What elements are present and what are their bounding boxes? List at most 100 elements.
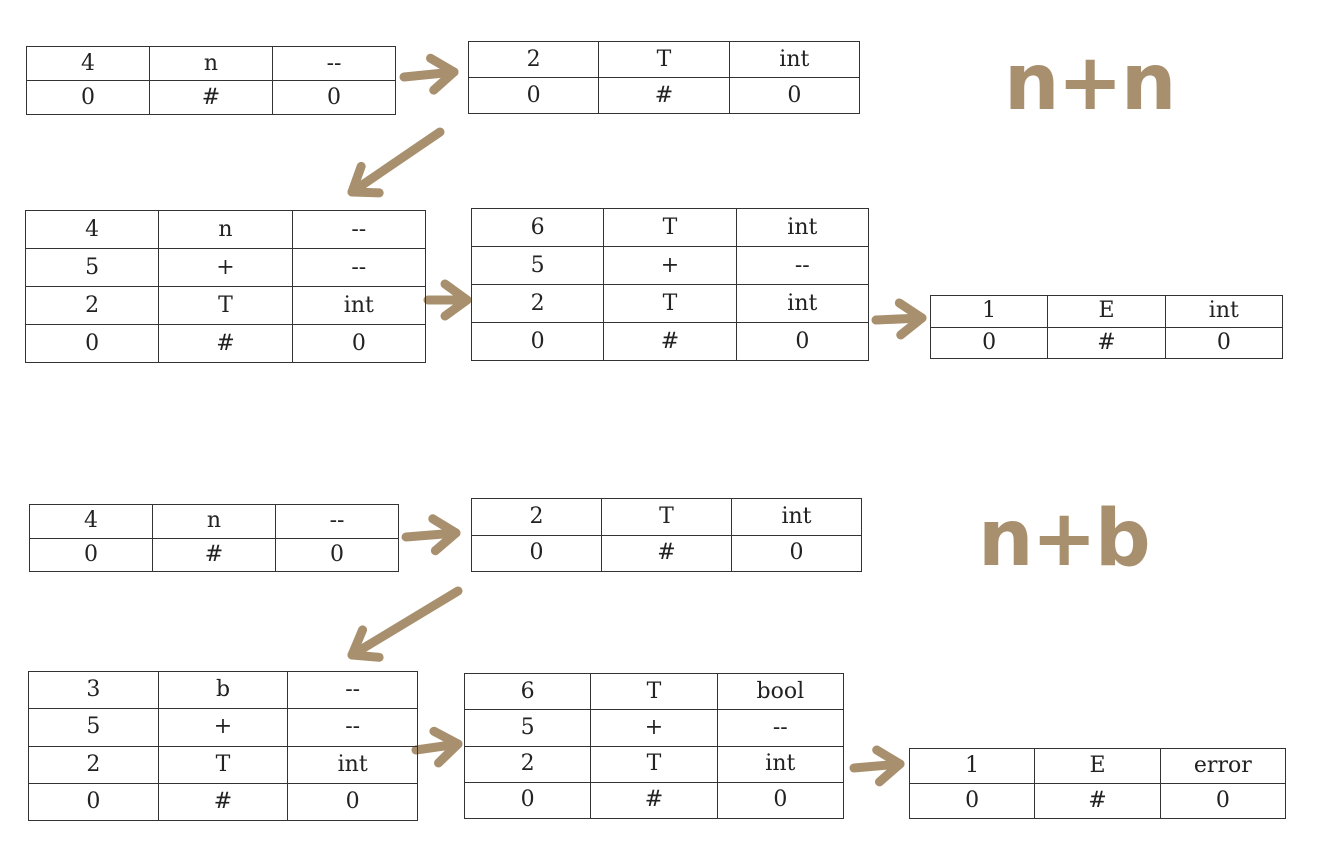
type-cell: int bbox=[735, 284, 869, 323]
stack-table-t1: 4 n -- 0 #0 bbox=[26, 46, 396, 115]
symbol-cell: # bbox=[590, 781, 718, 820]
symbol-cell: # bbox=[157, 782, 289, 822]
symbol-cell: # bbox=[598, 77, 730, 114]
symbol-cell: T bbox=[590, 745, 718, 783]
state-cell: 6 bbox=[463, 672, 592, 711]
symbol-cell: n bbox=[152, 504, 276, 539]
state-cell: 0 bbox=[463, 781, 592, 820]
arrow-right-3-icon bbox=[871, 298, 927, 340]
type-cell: 0 bbox=[1159, 783, 1286, 819]
state-cell: 5 bbox=[470, 246, 605, 285]
symbol-cell: E bbox=[1047, 295, 1166, 328]
stack-row: 4 n -- bbox=[26, 46, 396, 81]
state-cell: 2 bbox=[463, 745, 592, 783]
state-cell: 5 bbox=[463, 709, 592, 747]
type-cell: 0 bbox=[1164, 326, 1283, 359]
symbol-cell: + bbox=[158, 248, 293, 287]
symbol-cell: T bbox=[598, 41, 730, 78]
type-cell: int bbox=[731, 498, 862, 536]
type-cell: -- bbox=[272, 46, 396, 81]
state-cell: 0 bbox=[470, 322, 605, 361]
stack-row: 0 #0 bbox=[908, 783, 1286, 819]
stack-row: 0 #0 bbox=[929, 326, 1283, 359]
arrow-down-1-icon bbox=[347, 127, 445, 198]
type-cell: int bbox=[728, 41, 860, 78]
arrow-right-1-icon bbox=[399, 53, 459, 95]
symbol-cell: + bbox=[157, 708, 289, 747]
stack-row: 5 + -- bbox=[470, 246, 869, 285]
type-cell: 0 bbox=[275, 537, 399, 572]
type-cell: -- bbox=[287, 670, 418, 710]
state-cell: 1 bbox=[908, 748, 1036, 784]
state-cell: 0 bbox=[28, 782, 159, 822]
stack-row: 5 + -- bbox=[28, 708, 418, 747]
type-cell: 0 bbox=[728, 77, 860, 114]
type-cell: -- bbox=[291, 248, 426, 287]
state-cell: 2 bbox=[471, 498, 602, 536]
symbol-cell: n bbox=[158, 210, 293, 249]
state-cell: 0 bbox=[471, 534, 602, 572]
state-cell: 3 bbox=[28, 670, 159, 710]
stack-row: 5 + -- bbox=[463, 709, 844, 747]
type-cell: bool bbox=[716, 672, 844, 711]
type-cell: 0 bbox=[291, 324, 426, 363]
symbol-cell: + bbox=[590, 709, 718, 747]
stack-row: 0 #0 bbox=[471, 534, 862, 572]
type-cell: 0 bbox=[272, 80, 396, 115]
type-cell: -- bbox=[716, 709, 844, 747]
type-cell: -- bbox=[735, 246, 869, 285]
arrow-right-5-icon bbox=[411, 726, 463, 768]
type-cell: -- bbox=[275, 504, 399, 539]
stack-row: 5 + -- bbox=[24, 248, 426, 287]
type-cell: int bbox=[716, 745, 844, 783]
state-cell: 0 bbox=[908, 783, 1036, 819]
state-cell: 4 bbox=[26, 46, 150, 81]
type-cell: -- bbox=[291, 210, 426, 249]
state-cell: 1 bbox=[929, 295, 1049, 328]
state-cell: 2 bbox=[470, 284, 605, 323]
state-cell: 5 bbox=[24, 248, 160, 287]
symbol-cell: T bbox=[590, 672, 718, 711]
arrow-down-2-icon bbox=[347, 586, 463, 662]
symbol-cell: # bbox=[152, 537, 276, 572]
stack-row: 0 #0 bbox=[463, 781, 844, 820]
arrow-right-2-icon bbox=[423, 279, 472, 321]
type-cell: -- bbox=[287, 708, 418, 747]
type-cell: 0 bbox=[287, 782, 418, 822]
type-cell: int bbox=[1164, 295, 1283, 328]
stack-row: 0 #0 bbox=[26, 80, 396, 115]
stack-row: 3 b -- bbox=[28, 670, 418, 710]
state-cell: 4 bbox=[29, 504, 153, 539]
annotation-n-plus-b: n+b bbox=[978, 494, 1151, 584]
type-cell: int bbox=[287, 745, 418, 784]
symbol-cell: T bbox=[157, 745, 289, 784]
state-cell: 4 bbox=[24, 210, 160, 249]
state-cell: 0 bbox=[26, 80, 150, 115]
symbol-cell: b bbox=[157, 670, 289, 710]
arrow-right-6-icon bbox=[849, 745, 905, 787]
symbol-cell: E bbox=[1034, 748, 1161, 784]
symbol-cell: T bbox=[601, 498, 732, 536]
state-cell: 0 bbox=[929, 326, 1049, 359]
symbol-cell: # bbox=[149, 80, 273, 115]
symbol-cell: + bbox=[603, 246, 737, 285]
symbol-cell: T bbox=[158, 286, 293, 325]
state-cell: 0 bbox=[24, 324, 160, 363]
symbol-cell: # bbox=[603, 322, 737, 361]
stack-table-t6: 4 n -- 0 #0 bbox=[29, 504, 399, 572]
type-cell: 0 bbox=[731, 534, 862, 572]
stack-row: 0 #0 bbox=[28, 782, 418, 822]
state-cell: 2 bbox=[24, 286, 160, 325]
type-cell: error bbox=[1159, 748, 1286, 784]
